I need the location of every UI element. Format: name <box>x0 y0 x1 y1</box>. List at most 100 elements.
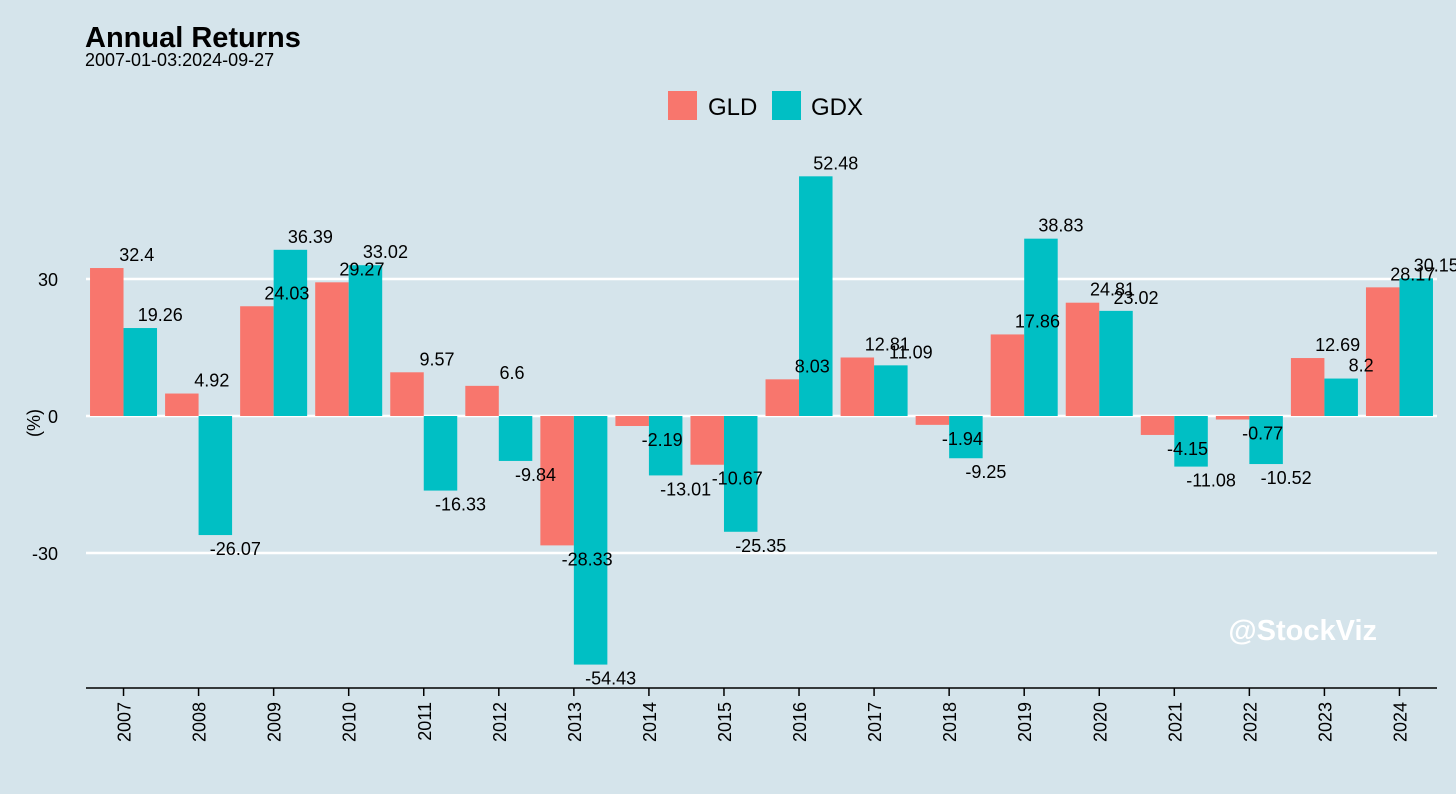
y-tick-label: 30 <box>38 270 58 290</box>
data-label-gdx-2012: -9.84 <box>515 465 556 485</box>
data-label-gdx-2023: 8.2 <box>1349 356 1374 376</box>
data-label-gdx-2015: -25.35 <box>735 536 786 556</box>
bar-gld-2009 <box>240 306 274 416</box>
bar-gdx-2012 <box>498 416 533 461</box>
y-axis-label: (%) <box>24 409 44 437</box>
bar-gdx-2015 <box>723 416 758 532</box>
x-tick-label: 2007 <box>115 702 135 742</box>
data-label-gld-2009: 24.03 <box>264 283 309 303</box>
bar-gdx-2017 <box>874 365 908 416</box>
bar-gld-2020 <box>1065 302 1100 416</box>
data-label-gld-2024: 28.17 <box>1390 264 1435 284</box>
x-tick-label: 2008 <box>190 702 210 742</box>
bar-gdx-2011 <box>423 416 458 491</box>
data-label-gld-2016: 8.03 <box>795 356 830 376</box>
x-tick-label: 2013 <box>565 702 585 742</box>
data-label-gld-2017: 12.81 <box>865 334 910 354</box>
x-tick-label: 2011 <box>415 702 435 741</box>
data-label-gld-2008: 4.92 <box>194 371 229 391</box>
bar-gdx-2024 <box>1399 278 1433 416</box>
chart-title: Annual Returns <box>85 22 301 54</box>
y-tick-label: 0 <box>48 407 58 427</box>
data-label-gld-2023: 12.69 <box>1315 335 1360 355</box>
data-label-gld-2013: -28.33 <box>562 549 613 569</box>
bar-gdx-2021 <box>1174 416 1208 467</box>
bar-gdx-2008 <box>198 416 233 536</box>
data-label-gld-2014: -2.19 <box>642 430 683 450</box>
x-tick-label: 2020 <box>1090 702 1110 742</box>
x-tick-label: 2018 <box>940 702 960 742</box>
x-tick-label: 2014 <box>640 702 660 742</box>
data-label-gdx-2007: 19.26 <box>138 305 183 325</box>
x-tick-label: 2017 <box>865 702 885 742</box>
data-label-gdx-2011: -16.33 <box>435 495 486 515</box>
data-label-gld-2007: 32.4 <box>119 245 154 265</box>
data-label-gdx-2024: 30.15 <box>1414 255 1456 275</box>
data-label-gdx-2021: -11.08 <box>1186 471 1236 491</box>
bar-gdx-2010 <box>348 265 383 416</box>
bar-gdx-2016 <box>799 176 833 416</box>
bar-gld-2012 <box>465 385 499 416</box>
x-tick-label: 2021 <box>1165 702 1185 742</box>
bar-gld-2024 <box>1365 287 1400 416</box>
data-label-gdx-2022: -10.52 <box>1261 468 1312 488</box>
bar-gld-2010 <box>315 282 349 416</box>
chart-subtitle: 2007-01-03:2024-09-27 <box>85 50 274 70</box>
bar-gld-2007 <box>90 268 124 416</box>
bar-gld-2016 <box>765 379 800 416</box>
x-tick-label: 2022 <box>1240 702 1260 742</box>
data-label-gdx-2017: 11.09 <box>889 342 933 362</box>
bar-gdx-2019 <box>1024 238 1058 416</box>
data-label-gdx-2018: -9.25 <box>965 462 1006 482</box>
x-axis: 2007 2008 2009 2010 2011 2012 2013 2014 2015 2016… <box>86 687 1437 742</box>
bar-gld-2017 <box>840 357 875 416</box>
bar-gdx-2022 <box>1249 416 1283 465</box>
x-tick-label: 2012 <box>490 702 510 742</box>
bar-gld-2015 <box>690 416 724 465</box>
y-tick-label: -30 <box>32 544 58 564</box>
x-tick-label: 2010 <box>340 702 360 742</box>
bar-gld-2022 <box>1215 416 1250 420</box>
bar-gdx-2018 <box>949 416 983 459</box>
data-label-gdx-2020: 23.02 <box>1113 288 1158 308</box>
data-label-gdx-2008: -26.07 <box>210 539 261 559</box>
bar-gld-2019 <box>990 334 1025 416</box>
x-tick-label: 2015 <box>715 702 735 742</box>
gridlines <box>86 277 1437 555</box>
legend-label-gld: GLD <box>708 94 757 121</box>
y-axis-ticks: 30 0 -30 <box>32 270 58 564</box>
legend-label-gdx: GDX <box>811 94 863 121</box>
bars <box>90 176 1433 665</box>
legend: GLD GDX <box>668 91 863 121</box>
bar-gdx-2020 <box>1099 310 1133 416</box>
data-label-gld-2012: 6.6 <box>500 363 525 383</box>
bar-gdx-2007 <box>123 328 158 416</box>
x-tick-label: 2024 <box>1390 702 1410 742</box>
x-tick-label: 2023 <box>1315 702 1335 742</box>
bar-gld-2013 <box>540 416 574 546</box>
data-label-gdx-2010: 33.02 <box>363 242 408 262</box>
bar-gld-2008 <box>165 393 199 416</box>
x-tick-label: 2016 <box>790 702 810 742</box>
data-label-gdx-2013: -54.43 <box>585 669 636 689</box>
data-label-gld-2010: 29.27 <box>339 259 384 279</box>
bar-gld-2021 <box>1140 416 1175 435</box>
x-tick-label: 2019 <box>1015 702 1035 742</box>
watermark: @StockViz <box>1228 615 1377 647</box>
data-label-gdx-2019: 38.83 <box>1038 216 1083 236</box>
data-label-gld-2018: -1.94 <box>942 429 983 449</box>
data-label-gld-2021: -4.15 <box>1167 439 1208 459</box>
bar-gld-2018 <box>915 416 950 425</box>
bar-gdx-2014 <box>648 416 683 476</box>
data-label-gdx-2016: 52.48 <box>813 153 858 173</box>
data-label-gdx-2014: -13.01 <box>660 479 711 499</box>
legend-swatch-gld <box>668 91 697 120</box>
bar-gld-2023 <box>1290 358 1325 416</box>
data-label-gdx-2009: 36.39 <box>288 227 333 247</box>
data-label-gld-2015: -10.67 <box>712 469 763 489</box>
bar-gld-2014 <box>615 416 649 427</box>
data-label-gld-2011: 9.57 <box>419 349 454 369</box>
x-tick-label: 2009 <box>265 702 285 742</box>
